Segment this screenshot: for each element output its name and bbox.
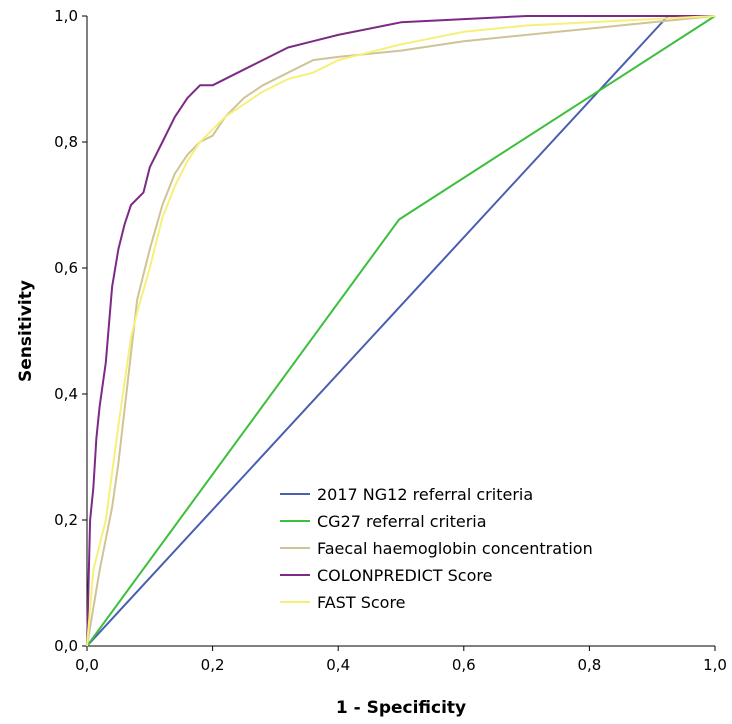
series-line-1 — [86, 15, 716, 647]
y-tick-label: 0,0 — [54, 637, 78, 655]
series-line-4 — [86, 15, 716, 647]
y-axis-title: Sensitivity — [16, 280, 36, 382]
x-tick-label: 0,0 — [75, 656, 99, 674]
legend-label: 2017 NG12 referral criteria — [317, 485, 533, 504]
legend-label: Faecal haemoglobin concentration — [317, 539, 593, 558]
legend: 2017 NG12 referral criteria CG27 referral… — [280, 485, 593, 612]
legend-label: CG27 referral criteria — [317, 512, 487, 531]
series-lines — [86, 15, 716, 647]
x-tick-label: 0,6 — [452, 656, 476, 674]
legend-label: COLONPREDICT Score — [317, 566, 492, 585]
x-tick-label: 0,4 — [326, 656, 350, 674]
y-tick-label: 0,2 — [54, 511, 78, 529]
axes: 0,0 0,2 0,4 0,6 0,8 1,0 0,0 0,2 0,4 0,6 0,8 1,0 — [54, 7, 727, 674]
y-tick-label: 1,0 — [54, 7, 78, 25]
x-tick-label: 0,8 — [577, 656, 601, 674]
x-tick-label: 0,2 — [201, 656, 225, 674]
x-axis-title: 1 - Specificity — [336, 698, 466, 718]
series-line-3 — [86, 15, 715, 647]
series-line-2 — [86, 15, 716, 647]
x-tick-label: 1,0 — [703, 656, 727, 674]
y-tick-label: 0,4 — [54, 385, 78, 403]
y-tick-label: 0,8 — [54, 133, 78, 151]
axis-ticks: 0,0 0,2 0,4 0,6 0,8 1,0 0,0 0,2 0,4 0,6 0,8 1,0 — [54, 7, 727, 674]
y-tick-label: 0,6 — [54, 259, 78, 277]
legend-label: FAST Score — [317, 593, 406, 612]
